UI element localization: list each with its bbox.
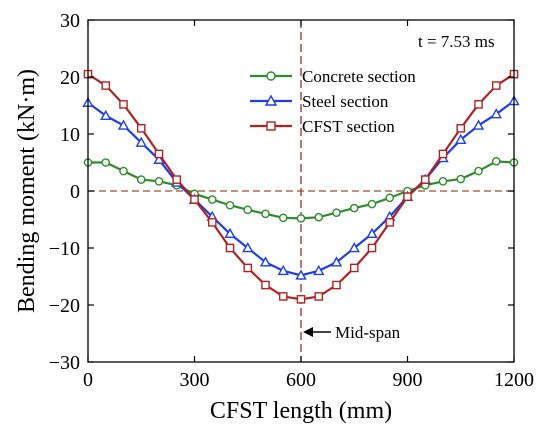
data-point xyxy=(154,177,164,186)
data-point xyxy=(135,136,147,147)
data-point xyxy=(259,256,272,267)
data-point xyxy=(456,174,466,184)
legend-label: CFST section xyxy=(302,117,395,136)
y-tick-label: 0 xyxy=(70,181,80,203)
data-point xyxy=(101,158,111,167)
data-point xyxy=(330,256,343,267)
x-axis-label: CFST length (mm) xyxy=(210,398,392,424)
data-point xyxy=(154,149,164,159)
data-point xyxy=(243,263,253,273)
data-point xyxy=(313,264,325,276)
data-point xyxy=(385,193,395,203)
data-point xyxy=(225,243,235,253)
data-point xyxy=(261,209,270,219)
data-point xyxy=(349,203,359,213)
data-point xyxy=(119,100,128,109)
data-point xyxy=(367,243,377,253)
data-point xyxy=(472,119,485,130)
data-point xyxy=(474,100,483,109)
data-point xyxy=(296,214,306,223)
data-point xyxy=(491,81,501,90)
data-point xyxy=(367,199,377,209)
data-point xyxy=(278,213,288,223)
data-point xyxy=(314,212,324,222)
data-point xyxy=(243,205,253,215)
data-point xyxy=(348,242,360,253)
time-annotation: t = 7.53 ms xyxy=(418,32,495,51)
x-tick-label: 300 xyxy=(180,369,210,391)
data-point xyxy=(296,295,306,304)
data-point xyxy=(349,263,359,273)
legend-label: Concrete section xyxy=(302,67,416,86)
data-point xyxy=(385,218,395,227)
data-point xyxy=(491,157,501,166)
data-point xyxy=(225,200,235,210)
legend-marker xyxy=(266,71,276,81)
x-tick-label: 900 xyxy=(393,369,423,391)
data-point xyxy=(136,123,146,133)
data-point xyxy=(420,175,430,184)
data-point xyxy=(190,195,199,204)
data-point xyxy=(490,108,502,119)
y-tick-label: 20 xyxy=(60,67,80,89)
data-point xyxy=(117,119,130,130)
data-point xyxy=(438,149,448,159)
data-point xyxy=(277,264,289,276)
data-point xyxy=(278,292,288,301)
midspan-annotation: Mid-span xyxy=(335,323,401,342)
x-tick-label: 1200 xyxy=(494,369,534,391)
data-point xyxy=(224,227,236,239)
data-point xyxy=(207,218,217,227)
data-point xyxy=(455,133,467,145)
legend-entry-1: Steel section xyxy=(250,92,389,111)
series-2 xyxy=(83,69,519,304)
data-point xyxy=(366,227,378,239)
x-tick-label: 600 xyxy=(286,369,316,391)
data-point xyxy=(261,280,270,290)
y-tick-label: −10 xyxy=(49,238,80,260)
data-point xyxy=(136,175,146,184)
data-point xyxy=(474,166,483,176)
legend-label: Steel section xyxy=(302,92,389,111)
data-point xyxy=(438,177,448,186)
data-point xyxy=(101,81,111,90)
data-point xyxy=(119,166,128,176)
data-point xyxy=(314,292,324,301)
y-tick-label: −20 xyxy=(49,295,80,317)
data-point xyxy=(207,195,217,204)
data-point xyxy=(332,208,341,217)
y-tick-label: 30 xyxy=(60,10,80,32)
legend-marker xyxy=(266,121,276,131)
midspan-arrow-head xyxy=(303,327,313,337)
y-tick-label: 10 xyxy=(60,124,80,146)
data-point xyxy=(153,153,165,164)
data-point xyxy=(403,192,412,202)
data-point xyxy=(456,123,466,133)
x-tick-label: 0 xyxy=(83,369,93,391)
y-axis-label: Bending moment (kN·m) xyxy=(14,69,40,313)
data-point xyxy=(332,280,341,290)
legend-entry-2: CFST section xyxy=(250,117,395,136)
y-tick-label: −30 xyxy=(49,352,80,374)
legend-entry-0: Concrete section xyxy=(250,67,416,86)
legend-marker xyxy=(264,94,278,106)
data-point xyxy=(242,242,254,253)
data-point xyxy=(172,175,182,184)
data-point xyxy=(295,269,307,280)
data-point xyxy=(100,109,112,121)
